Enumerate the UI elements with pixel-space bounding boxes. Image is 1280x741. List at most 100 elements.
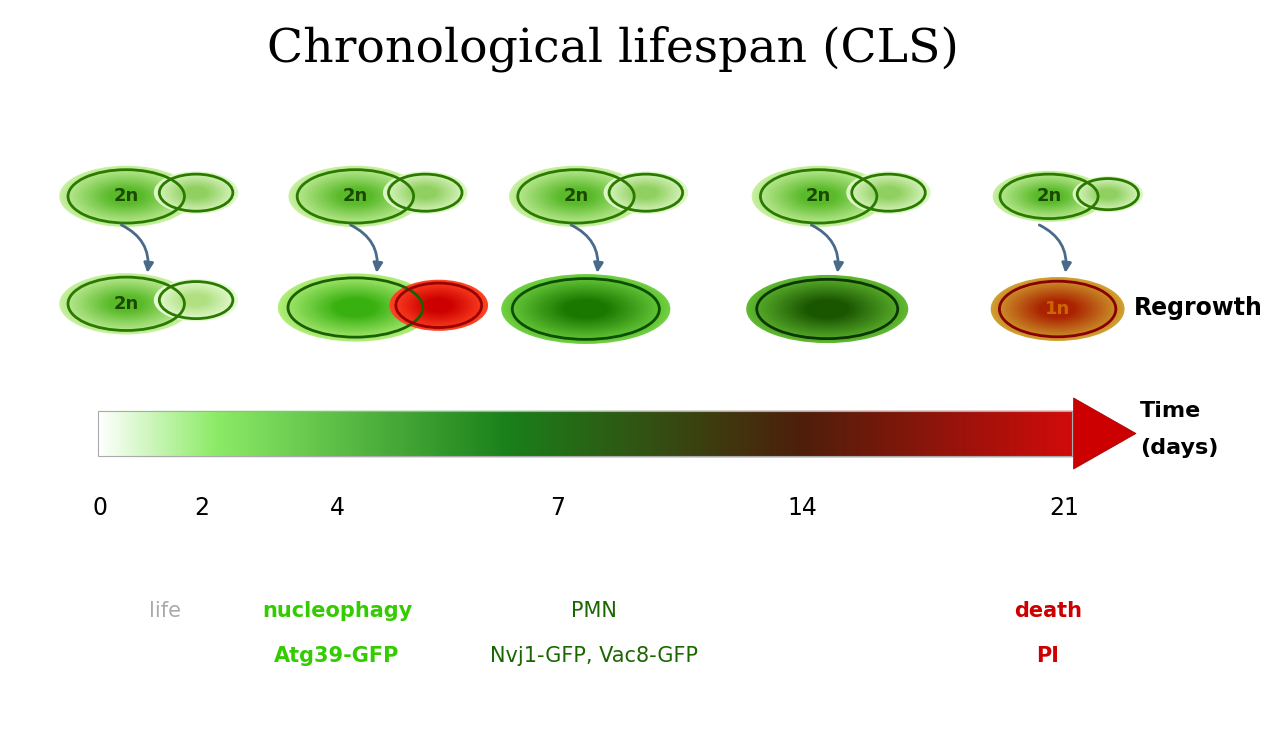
Ellipse shape [74, 173, 178, 220]
Bar [237, 411, 239, 456]
Ellipse shape [847, 172, 929, 213]
Ellipse shape [801, 188, 836, 205]
Bar [547, 411, 549, 456]
Bar [809, 411, 812, 456]
Bar [960, 411, 963, 456]
Bar [123, 411, 125, 456]
Ellipse shape [90, 288, 163, 320]
Bar [598, 411, 600, 456]
Ellipse shape [543, 182, 609, 211]
Bar [712, 411, 714, 456]
Ellipse shape [95, 290, 157, 318]
Bar [741, 411, 744, 456]
Bar [169, 411, 172, 456]
Text: 2: 2 [195, 496, 210, 520]
Ellipse shape [563, 300, 608, 318]
Ellipse shape [767, 173, 870, 220]
Ellipse shape [392, 281, 485, 330]
Ellipse shape [389, 175, 461, 210]
Bar [431, 411, 434, 456]
Bar [876, 411, 878, 456]
Bar [700, 411, 703, 456]
Ellipse shape [1024, 185, 1074, 207]
Ellipse shape [329, 296, 381, 319]
Ellipse shape [1083, 182, 1133, 207]
Ellipse shape [502, 274, 671, 344]
Ellipse shape [388, 173, 463, 212]
Ellipse shape [392, 176, 460, 210]
Ellipse shape [864, 181, 913, 205]
Ellipse shape [508, 276, 664, 342]
Text: 2n: 2n [343, 187, 369, 205]
Ellipse shape [64, 168, 188, 225]
Ellipse shape [73, 172, 179, 221]
Ellipse shape [402, 181, 449, 205]
Bar [426, 411, 429, 456]
Ellipse shape [1011, 179, 1087, 213]
Bar [261, 411, 264, 456]
Ellipse shape [754, 279, 900, 339]
Ellipse shape [1093, 187, 1123, 202]
Ellipse shape [408, 185, 442, 201]
Ellipse shape [859, 178, 918, 207]
Bar [142, 411, 145, 456]
Bar [326, 411, 329, 456]
Ellipse shape [634, 187, 658, 199]
Bar [676, 411, 677, 456]
Ellipse shape [292, 167, 419, 225]
Bar [120, 411, 123, 456]
Bar [218, 411, 220, 456]
Bar [1065, 411, 1068, 456]
Bar [704, 411, 707, 456]
Bar [156, 411, 159, 456]
Ellipse shape [68, 170, 184, 223]
Ellipse shape [84, 285, 168, 323]
Ellipse shape [785, 181, 854, 212]
Ellipse shape [426, 299, 452, 312]
Ellipse shape [852, 175, 924, 210]
Bar [634, 411, 636, 456]
Bar [782, 411, 785, 456]
Ellipse shape [1005, 176, 1094, 216]
Bar [984, 411, 987, 456]
Bar [625, 411, 627, 456]
Ellipse shape [1076, 178, 1139, 210]
Bar [797, 411, 800, 456]
Bar [1014, 411, 1016, 456]
Bar [212, 411, 215, 456]
Bar [536, 411, 539, 456]
Ellipse shape [616, 177, 676, 208]
Ellipse shape [157, 173, 236, 213]
Bar [488, 411, 490, 456]
Bar [573, 411, 576, 456]
Bar [251, 411, 253, 456]
Ellipse shape [868, 182, 909, 203]
Ellipse shape [764, 171, 874, 222]
Ellipse shape [1018, 182, 1082, 211]
Bar [607, 411, 609, 456]
Bar [517, 411, 520, 456]
Ellipse shape [159, 282, 233, 319]
Ellipse shape [169, 287, 223, 313]
Bar [849, 411, 851, 456]
Ellipse shape [552, 185, 600, 207]
Bar [728, 411, 731, 456]
Bar [102, 411, 105, 456]
Ellipse shape [611, 175, 681, 210]
Ellipse shape [1006, 285, 1110, 333]
Bar [493, 411, 495, 456]
Bar [760, 411, 763, 456]
Bar [137, 411, 140, 456]
Ellipse shape [175, 290, 216, 310]
Bar [247, 411, 250, 456]
Bar [851, 411, 852, 456]
Bar [154, 411, 156, 456]
Ellipse shape [1010, 286, 1106, 332]
Ellipse shape [170, 179, 223, 206]
Ellipse shape [168, 179, 224, 207]
Ellipse shape [61, 167, 192, 226]
Ellipse shape [1089, 185, 1126, 203]
Ellipse shape [850, 173, 927, 212]
Bar [534, 411, 536, 456]
Bar [512, 411, 515, 456]
